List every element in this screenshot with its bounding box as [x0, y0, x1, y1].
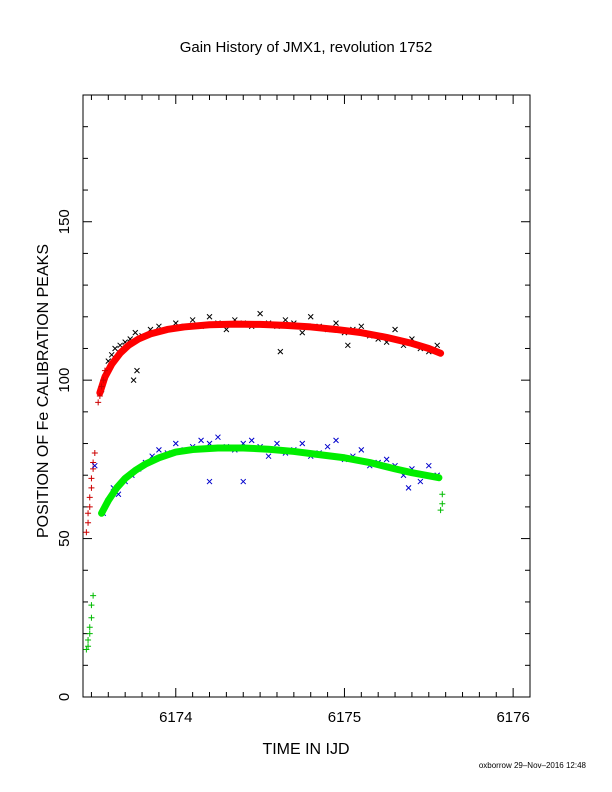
plot-frame — [82, 94, 531, 698]
x-marker-point — [307, 313, 314, 320]
plus-marker-point — [88, 475, 95, 482]
plus-marker-point — [83, 529, 90, 536]
plus-marker-point — [91, 450, 98, 457]
plus-marker-point — [86, 630, 93, 637]
y-axis-label: POSITION OF Fe CALIBRATION PEAKS — [35, 244, 52, 538]
plus-marker-point — [101, 367, 108, 374]
plus-marker-point — [90, 592, 97, 599]
x-tick-label: 6175 — [328, 709, 361, 726]
x-marker-point — [434, 342, 441, 349]
footer-stamp: oxborrow 29–Nov–2016 12:48 — [479, 761, 587, 770]
plus-marker-point — [437, 507, 444, 514]
x-marker-point — [240, 478, 247, 485]
x-marker-point — [248, 437, 255, 444]
x-marker-point — [215, 434, 221, 441]
y-tick-label: 0 — [56, 693, 73, 701]
fit-curve-4 — [98, 444, 443, 517]
x-marker-point — [358, 323, 365, 330]
y-tick-label: 150 — [56, 209, 73, 234]
fit-curve-1 — [96, 320, 445, 397]
x-marker-point — [282, 317, 289, 323]
plus-marker-point — [83, 646, 90, 653]
x-marker-point — [172, 440, 179, 447]
plus-marker-point — [86, 503, 93, 510]
x-marker-point — [112, 345, 118, 352]
x-marker-point — [130, 377, 137, 384]
x-marker-point — [274, 440, 280, 447]
x-marker-point — [206, 313, 213, 320]
x-marker-point — [277, 348, 284, 355]
plus-marker-point — [85, 510, 92, 517]
x-marker-point — [198, 437, 204, 444]
plus-marker-point — [100, 377, 107, 384]
x-marker-point — [189, 317, 196, 323]
x-marker-point — [257, 310, 263, 317]
x-marker-point — [91, 462, 98, 469]
plus-marker-point — [86, 624, 93, 631]
plus-marker-point — [86, 494, 93, 501]
plus-marker-point — [96, 393, 103, 399]
chart-title: Gain History of JMX1, revolution 1752 — [180, 39, 433, 56]
x-marker-point — [417, 478, 424, 485]
x-marker-point — [383, 456, 390, 463]
y-tick-label: 50 — [56, 530, 73, 547]
x-marker-point — [344, 342, 351, 349]
x-marker-point — [392, 326, 398, 333]
plot-area: 6174 6175 6176 0 50 100 150 — [56, 94, 531, 726]
x-marker-point — [333, 437, 339, 444]
plus-marker-point — [439, 491, 446, 498]
x-tick-label: 6176 — [496, 709, 529, 726]
x-axis-label: TIME IN IJD — [262, 741, 349, 758]
plus-marker-point — [439, 500, 446, 507]
x-marker-point — [265, 453, 272, 460]
x-marker-point — [156, 447, 162, 453]
x-marker-point — [299, 329, 306, 336]
plus-marker-point — [85, 519, 92, 526]
x-marker-point — [425, 462, 432, 469]
x-marker-point — [299, 440, 306, 447]
plus-marker-point — [88, 602, 95, 609]
x-marker-point — [405, 485, 412, 491]
plus-marker-point — [88, 484, 95, 491]
x-marker-point — [206, 478, 213, 485]
x-marker-point — [333, 320, 339, 326]
plus-marker-point — [85, 643, 92, 650]
plus-marker-point — [95, 399, 102, 406]
plus-marker-point — [85, 636, 92, 643]
x-marker-point — [358, 447, 365, 453]
plus-marker-point — [88, 614, 95, 621]
plus-marker-point — [98, 383, 105, 390]
x-marker-point — [134, 367, 140, 374]
y-tick-label: 100 — [56, 368, 73, 393]
x-marker-point — [324, 443, 331, 450]
x-marker-point — [132, 329, 139, 336]
x-tick-label: 6174 — [159, 709, 192, 726]
